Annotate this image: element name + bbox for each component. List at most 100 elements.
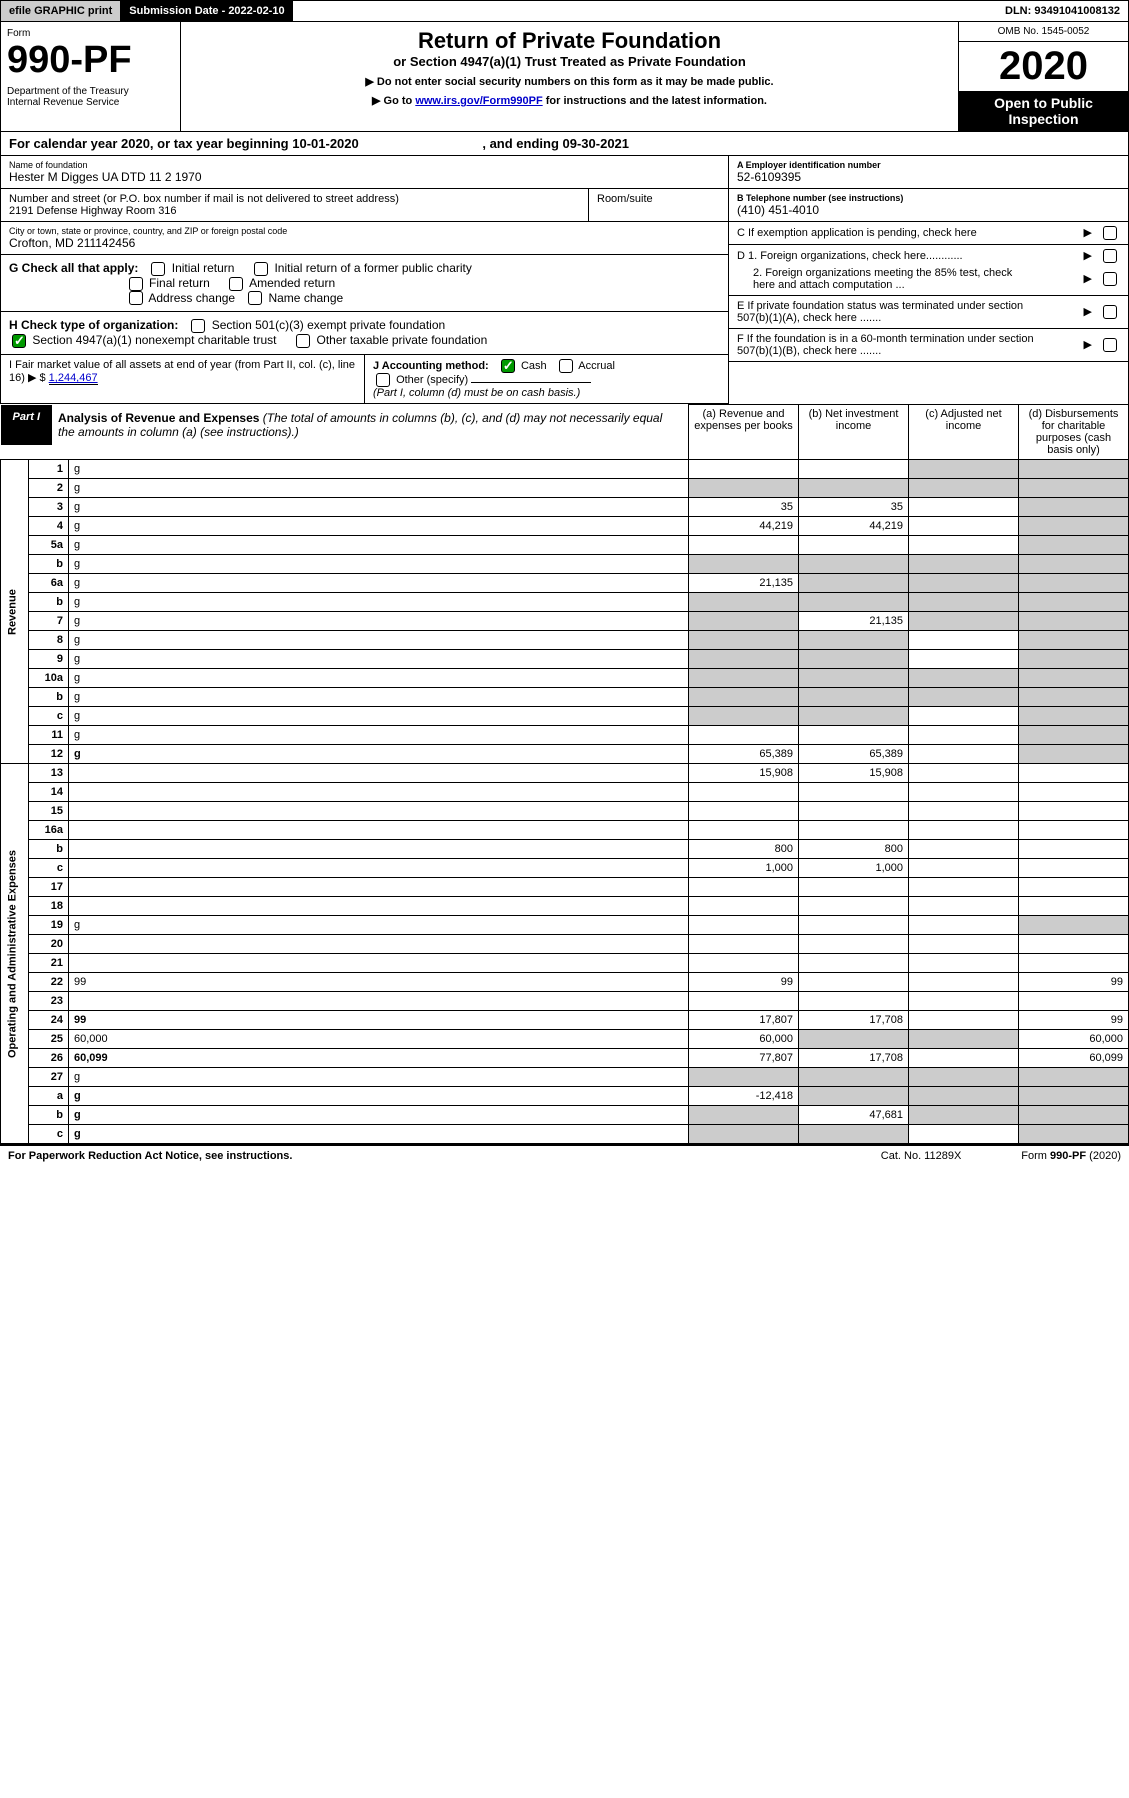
d2-label: 2. Foreign organizations meeting the 85%…	[737, 267, 1037, 291]
row-b: b800800	[1, 840, 1129, 859]
chk-initial-return[interactable]	[151, 262, 165, 276]
chk-status-terminated[interactable]	[1103, 305, 1117, 319]
part1-title: Analysis of Revenue and Expenses (The to…	[52, 405, 688, 445]
row-19: 19g	[1, 916, 1129, 935]
efile-label: efile GRAPHIC print	[1, 1, 121, 21]
foundation-name-label: Name of foundation	[9, 160, 720, 170]
row-15: 15	[1, 802, 1129, 821]
row-24: 249917,80717,70899	[1, 1011, 1129, 1030]
j-note: (Part I, column (d) must be on cash basi…	[373, 387, 580, 399]
address-label: Number and street (or P.O. box number if…	[9, 193, 580, 205]
row-3: 3g3535	[1, 498, 1129, 517]
footer-right: Form 990-PF (2020)	[1021, 1150, 1121, 1162]
form-header: Form 990-PF Department of the Treasury I…	[0, 22, 1129, 132]
inspection-label: Open to Public Inspection	[959, 91, 1128, 131]
submission-date: Submission Date - 2022-02-10	[121, 1, 292, 21]
revenue-label: Revenue	[1, 460, 29, 764]
row-8: 8g	[1, 631, 1129, 650]
tel-label: B Telephone number (see instructions)	[737, 193, 1120, 203]
row-b: bg	[1, 593, 1129, 612]
tel: (410) 451-4010	[737, 203, 1120, 217]
part1-table: Part I Analysis of Revenue and Expenses …	[0, 404, 1129, 1144]
row-5a: 5ag	[1, 536, 1129, 555]
e-label: E If private foundation status was termi…	[737, 300, 1057, 324]
col-d: (d) Disbursements for charitable purpose…	[1019, 405, 1129, 460]
chk-exemption-pending[interactable]	[1103, 226, 1117, 240]
col-a: (a) Revenue and expenses per books	[689, 405, 799, 460]
row-27: 27g	[1, 1068, 1129, 1087]
row-16a: 16a	[1, 821, 1129, 840]
topbar: efile GRAPHIC print Submission Date - 20…	[0, 0, 1129, 22]
calendar-year-row: For calendar year 2020, or tax year begi…	[0, 132, 1129, 156]
row-22: 22999999	[1, 973, 1129, 992]
h-row: H Check type of organization: Section 50…	[1, 312, 728, 355]
form-title: Return of Private Foundation	[187, 28, 952, 54]
fmv-value[interactable]: 1,244,467	[49, 372, 98, 385]
row-10a: 10ag	[1, 669, 1129, 688]
chk-4947a1[interactable]	[12, 334, 26, 348]
info-grid: Name of foundation Hester M Digges UA DT…	[0, 156, 1129, 404]
row-c: cg	[1, 1125, 1129, 1144]
room-label: Room/suite	[597, 193, 720, 205]
row-20: 20	[1, 935, 1129, 954]
expenses-label: Operating and Administrative Expenses	[1, 764, 29, 1144]
row-c: cg	[1, 707, 1129, 726]
f-label: F If the foundation is in a 60-month ter…	[737, 333, 1057, 357]
row-26: 2660,09977,80717,70860,099	[1, 1049, 1129, 1068]
chk-accrual[interactable]	[559, 359, 573, 373]
ein-label: A Employer identification number	[737, 160, 1120, 170]
footer-mid: Cat. No. 11289X	[881, 1150, 962, 1162]
row-14: 14	[1, 783, 1129, 802]
form-number: 990-PF	[7, 39, 174, 82]
col-b: (b) Net investment income	[799, 405, 909, 460]
chk-501c3[interactable]	[191, 319, 205, 333]
row-17: 17	[1, 878, 1129, 897]
dept: Department of the Treasury Internal Reve…	[7, 86, 174, 108]
chk-initial-former[interactable]	[254, 262, 268, 276]
row-b: bg47,681	[1, 1106, 1129, 1125]
chk-foreign-85[interactable]	[1103, 272, 1117, 286]
dln: DLN: 93491041008132	[997, 1, 1128, 21]
chk-other-taxable[interactable]	[296, 334, 310, 348]
row-21: 21	[1, 954, 1129, 973]
tax-year: 2020	[959, 42, 1128, 91]
row-4: 4g44,21944,219	[1, 517, 1129, 536]
form-note-1: ▶ Do not enter social security numbers o…	[187, 75, 952, 88]
foundation-name: Hester M Digges UA DTD 11 2 1970	[9, 170, 720, 184]
row-b: bg	[1, 688, 1129, 707]
city: Crofton, MD 211142456	[9, 236, 720, 250]
row-11: 11g	[1, 726, 1129, 745]
col-c: (c) Adjusted net income	[909, 405, 1019, 460]
form-note-2: ▶ Go to www.irs.gov/Form990PF for instru…	[187, 94, 952, 107]
ein: 52-6109395	[737, 170, 1120, 184]
city-label: City or town, state or province, country…	[9, 226, 720, 236]
row-9: 9g	[1, 650, 1129, 669]
row-6a: 6ag21,135	[1, 574, 1129, 593]
row-b: bg	[1, 555, 1129, 574]
g-row: G Check all that apply: Initial return I…	[1, 255, 728, 312]
row-12: 12g65,38965,389	[1, 745, 1129, 764]
row-2: 2g	[1, 479, 1129, 498]
row-a: ag-12,418	[1, 1087, 1129, 1106]
row-23: 23	[1, 992, 1129, 1011]
chk-address-change[interactable]	[129, 291, 143, 305]
instructions-link[interactable]: www.irs.gov/Form990PF	[415, 95, 542, 107]
chk-cash[interactable]	[501, 359, 515, 373]
chk-name-change[interactable]	[248, 291, 262, 305]
footer-left: For Paperwork Reduction Act Notice, see …	[8, 1150, 881, 1162]
part1-tag: Part I	[1, 405, 53, 445]
chk-other-method[interactable]	[376, 373, 390, 387]
row-25: 2560,00060,00060,000	[1, 1030, 1129, 1049]
chk-60month[interactable]	[1103, 338, 1117, 352]
footer: For Paperwork Reduction Act Notice, see …	[0, 1144, 1129, 1166]
chk-amended-return[interactable]	[229, 277, 243, 291]
form-label: Form	[7, 28, 174, 39]
address: 2191 Defense Highway Room 316	[9, 205, 580, 217]
row-18: 18	[1, 897, 1129, 916]
omb-number: OMB No. 1545-0052	[959, 22, 1128, 42]
row-1: Revenue1g	[1, 460, 1129, 479]
d1-label: D 1. Foreign organizations, check here..…	[737, 250, 963, 262]
chk-final-return[interactable]	[129, 277, 143, 291]
row-c: c1,0001,000	[1, 859, 1129, 878]
chk-foreign-org[interactable]	[1103, 249, 1117, 263]
